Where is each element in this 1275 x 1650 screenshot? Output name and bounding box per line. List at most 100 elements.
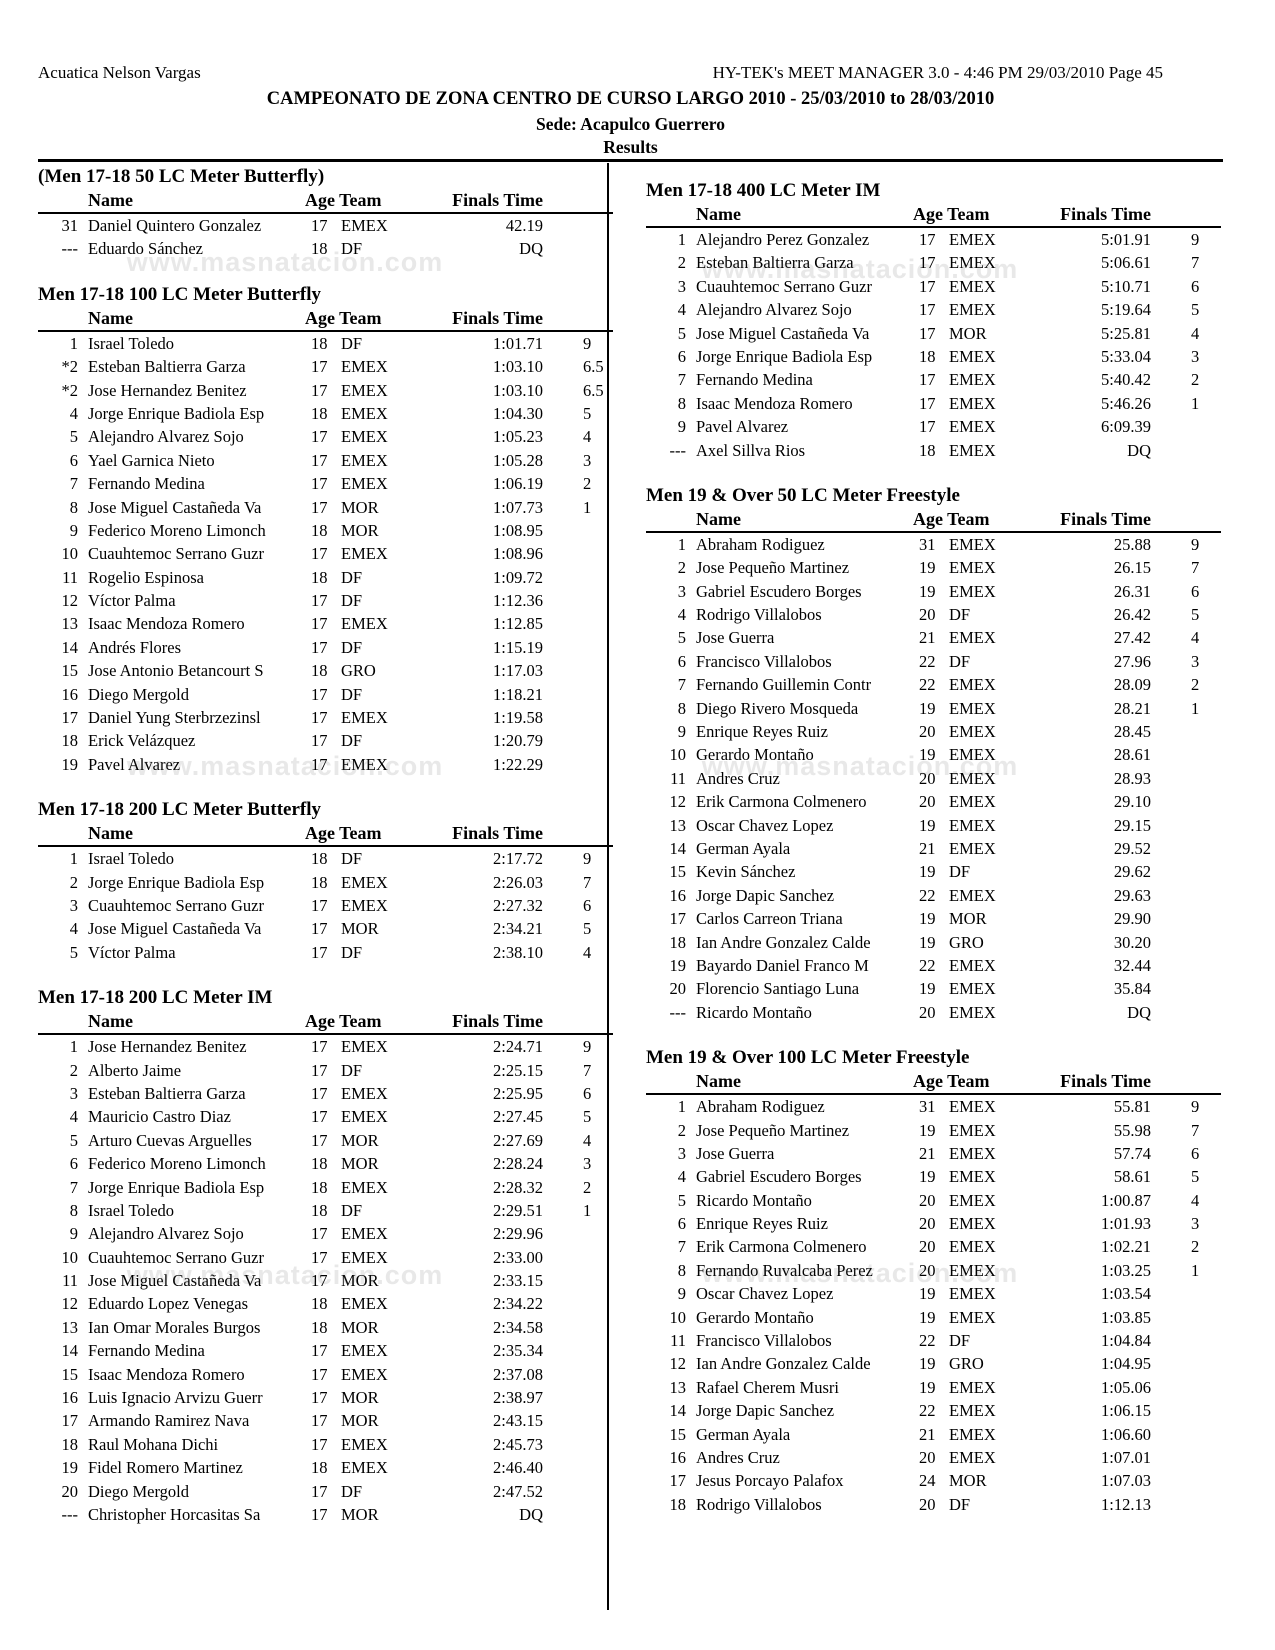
venue: Sede: Acapulco Guerrero: [536, 114, 725, 134]
points: 5: [1191, 1167, 1200, 1187]
result-row: 5 Alejandro Alvarez Sojo 17 EMEX 1:05.23…: [38, 425, 613, 448]
col-header-name: Name: [88, 1011, 133, 1032]
team-code: EMEX: [341, 1364, 388, 1384]
team-code: DF: [341, 239, 363, 259]
place-number: 7: [69, 474, 78, 494]
right-column: Men 17-18 400 LC Meter IM Name Age Team …: [646, 165, 1221, 1516]
place-number: *2: [61, 357, 79, 377]
finals-time: 55.81: [1113, 1097, 1151, 1117]
swimmer-age: 17: [311, 1434, 328, 1454]
place-number: 1: [677, 1097, 686, 1117]
points: 5: [583, 1107, 592, 1127]
points: [543, 589, 613, 612]
points: [543, 729, 613, 752]
swimmer-age: 24: [919, 1471, 936, 1491]
team-code: EMEX: [341, 1083, 388, 1103]
points: 4: [1191, 1190, 1200, 1210]
finals-time: 1:03.25: [1101, 1260, 1151, 1280]
swimmer-name: Luis Ignacio Arvizu Guerr: [88, 1388, 263, 1408]
team-code: EMEX: [949, 675, 996, 695]
result-row: 1 Abraham Rodiguez 31 EMEX 25.88 9: [646, 533, 1221, 556]
team-code: MOR: [341, 520, 379, 540]
swimmer-age: 20: [919, 605, 936, 625]
swimmer-name: Rafael Cherem Musri: [696, 1377, 839, 1397]
swimmer-name: Fidel Romero Martinez: [88, 1458, 243, 1478]
team-code: DF: [341, 1060, 363, 1080]
result-row: 16 Andres Cruz 20 EMEX 1:07.01: [646, 1446, 1221, 1469]
column-divider: [607, 163, 609, 1610]
team-code: GRO: [949, 932, 984, 952]
place-number: 7: [69, 1177, 78, 1197]
result-row: 5 Jose Miguel Castañeda Va 17 MOR 5:25.8…: [646, 322, 1221, 345]
result-row: 6 Jorge Enrique Badiola Esp 18 EMEX 5:33…: [646, 345, 1221, 368]
table-header-row: Name Age Team Finals Time: [38, 190, 613, 214]
swimmer-age: 22: [919, 885, 936, 905]
place-number: 13: [61, 1317, 79, 1337]
team-code: EMEX: [949, 838, 996, 858]
result-row: 11 Rogelio Espinosa 18 DF 1:09.72: [38, 566, 613, 589]
points: [1151, 439, 1221, 462]
team-code: EMEX: [341, 450, 388, 470]
swimmer-name: Daniel Yung Sterbrzezinsl: [88, 708, 261, 728]
swimmer-name: Fernando Medina: [696, 370, 813, 390]
finals-time: 28.21: [1113, 698, 1151, 718]
points: 3: [1191, 1214, 1200, 1234]
place-number: 11: [670, 1331, 686, 1351]
swimmer-name: Mauricio Castro Diaz: [88, 1107, 231, 1127]
swimmer-age: 17: [311, 1341, 328, 1361]
swimmer-name: Oscar Chavez Lopez: [696, 1284, 834, 1304]
finals-time: DQ: [519, 1504, 543, 1524]
result-row: 15 German Ayala 21 EMEX 1:06.60: [646, 1423, 1221, 1446]
result-row: 31 Daniel Quintero Gonzalez 17 EMEX 42.1…: [38, 214, 613, 237]
team-code: EMEX: [949, 1401, 996, 1421]
swimmer-name: Jose Guerra: [696, 628, 775, 648]
swimmer-name: Jorge Dapic Sanchez: [696, 1401, 835, 1421]
col-header-age-team: Age Team: [305, 190, 382, 210]
place-number: 2: [69, 872, 78, 892]
place-number: 8: [677, 698, 686, 718]
place-number: 12: [669, 1354, 687, 1374]
event-section: Men 17-18 200 LC Meter IM Name Age Team …: [38, 986, 613, 1526]
place-number: 6: [677, 1214, 686, 1234]
swimmer-age: 17: [919, 276, 936, 296]
points: 6: [583, 895, 592, 915]
place-number: 9: [69, 1224, 78, 1244]
place-number: 16: [61, 684, 79, 704]
place-number: 9: [677, 417, 686, 437]
result-row: 8 Fernando Ruvalcaba Perez 20 EMEX 1:03.…: [646, 1259, 1221, 1282]
result-row: 9 Federico Moreno Limonch 18 MOR 1:08.95: [38, 519, 613, 542]
swimmer-name: Raul Mohana Dichi: [88, 1434, 219, 1454]
team-code: EMEX: [949, 745, 996, 765]
swimmer-age: 22: [919, 675, 936, 695]
swimmer-name: Jorge Dapic Sanchez: [696, 885, 835, 905]
swimmer-age: 19: [919, 909, 936, 929]
points: 6.5: [583, 380, 604, 400]
result-row: 13 Rafael Cherem Musri 19 EMEX 1:05.06: [646, 1376, 1221, 1399]
event-section: (Men 17-18 50 LC Meter Butterfly) Name A…: [38, 165, 613, 261]
swimmer-age: 17: [311, 474, 328, 494]
swimmer-name: Víctor Palma: [88, 942, 176, 962]
points: [1151, 1376, 1221, 1399]
col-header-name: Name: [696, 204, 741, 224]
swimmer-name: Jose Miguel Castañeda Va: [88, 497, 262, 517]
swimmer-age: 17: [311, 895, 328, 915]
place-number: 6: [69, 450, 78, 470]
swimmer-age: 17: [311, 1364, 328, 1384]
finals-time: 35.84: [1113, 979, 1151, 999]
finals-time: 29.90: [1113, 909, 1151, 929]
swimmer-age: 19: [919, 815, 936, 835]
place-number: *2: [61, 380, 79, 400]
place-number: 2: [677, 1120, 686, 1140]
place-number: ---: [61, 239, 78, 259]
club-name: Acuatica Nelson Vargas: [38, 63, 201, 82]
finals-time: 32.44: [1113, 955, 1151, 975]
finals-time: 2:34.58: [493, 1317, 543, 1337]
event-title: (Men 17-18 50 LC Meter Butterfly): [38, 166, 325, 187]
points: [1151, 1423, 1221, 1446]
points: 1: [1191, 698, 1200, 718]
points: 4: [1191, 628, 1200, 648]
swimmer-age: 20: [919, 1447, 936, 1467]
place-number: 7: [677, 1237, 686, 1257]
swimmer-name: Isaac Mendoza Romero: [88, 614, 245, 634]
